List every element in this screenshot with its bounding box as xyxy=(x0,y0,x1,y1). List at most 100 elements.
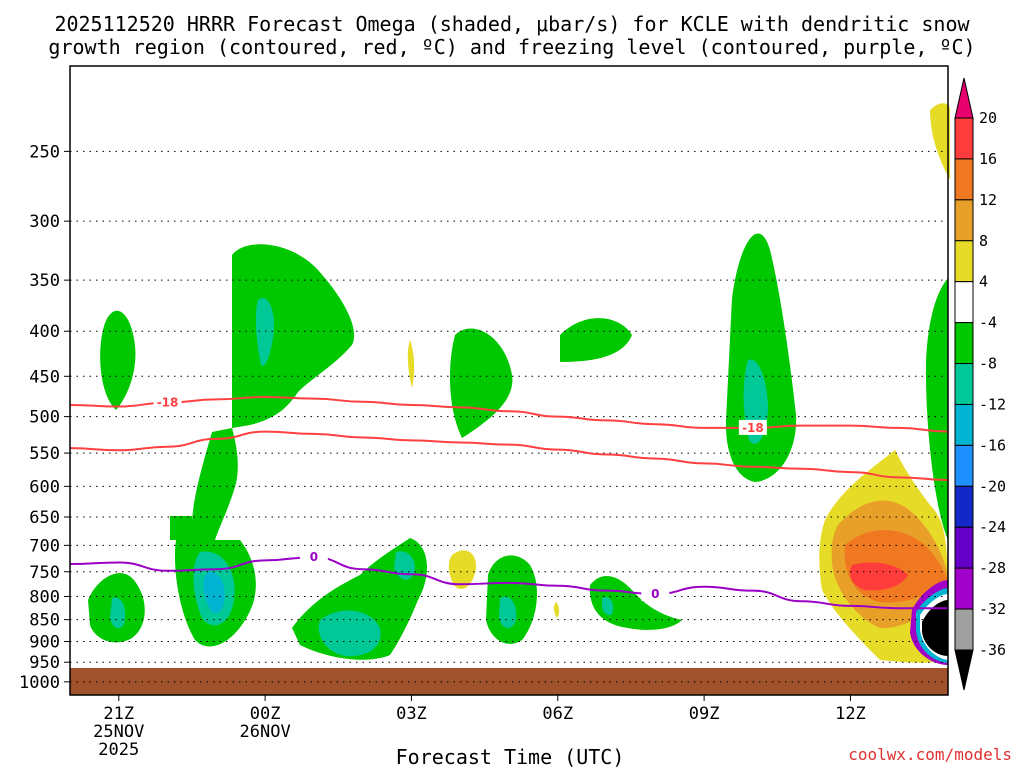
y-tick-label: 250 xyxy=(29,142,60,162)
colorbar-cell xyxy=(954,117,974,160)
colorbar-cell xyxy=(954,322,974,365)
omega-region xyxy=(499,596,517,629)
colorbar-tick-label: -8 xyxy=(979,355,997,373)
colorbar-cell xyxy=(954,526,974,569)
omega-region xyxy=(191,428,238,540)
y-tick-label: 500 xyxy=(29,408,60,428)
colorbar: 20 16 12 8 4 -4 -8 -12 -16 -20 -24 -28 -32 -36 xyxy=(954,77,1006,691)
colorbar-cell xyxy=(954,444,974,487)
y-tick-label: 300 xyxy=(29,212,60,232)
omega-region xyxy=(448,550,477,589)
colorbar-tick-label: -36 xyxy=(979,641,1006,659)
ground-shading xyxy=(70,668,948,695)
colorbar-cell xyxy=(954,199,974,242)
colorbar-cell xyxy=(954,77,974,119)
colorbar-tick-label: 20 xyxy=(979,109,997,127)
contour-label-bg xyxy=(738,419,767,435)
omega-region xyxy=(850,562,908,591)
omega-region xyxy=(930,103,950,180)
y-tick-label: 350 xyxy=(29,271,60,291)
y-tick-label: 650 xyxy=(29,508,60,528)
colorbar-cell xyxy=(954,363,974,405)
colorbar-cell xyxy=(954,240,974,283)
colorbar-cell xyxy=(954,281,974,324)
omega-region xyxy=(232,244,355,428)
y-tick-label: 900 xyxy=(29,633,60,653)
x-tick-label: 00Z xyxy=(250,704,281,724)
colorbar-cell xyxy=(954,403,974,446)
omega-region xyxy=(553,602,560,618)
y-tick-label: 1000 xyxy=(19,673,60,693)
x-tick-label: 06Z xyxy=(542,704,573,724)
colorbar-tick-label: 4 xyxy=(979,273,988,291)
colorbar-tick-label: -4 xyxy=(979,314,997,332)
y-axis: 2503003504004505005506006507007508008509… xyxy=(19,142,70,693)
contour-label-bg xyxy=(153,394,182,410)
x-tick-label: 26NOV xyxy=(240,722,291,742)
x-tick-label: 25NOV xyxy=(93,722,144,742)
y-tick-label: 750 xyxy=(29,563,60,583)
x-tick-label: 2025 xyxy=(98,740,139,760)
colorbar-tick-label: 12 xyxy=(979,191,997,209)
colorbar-cell xyxy=(954,158,974,201)
x-tick-label: 03Z xyxy=(396,704,427,724)
colorbar-cell xyxy=(954,567,974,610)
chart-title-line2: growth region (contoured, red, ºC) and f… xyxy=(48,35,975,59)
contour-label-bg xyxy=(641,586,670,602)
contour-lines: -18 -18 0 0 xyxy=(69,394,949,610)
y-tick-label: 850 xyxy=(29,611,60,631)
colorbar-tick-label: -12 xyxy=(979,395,1006,413)
omega-region xyxy=(170,516,193,540)
omega-region xyxy=(407,340,415,388)
y-tick-label: 800 xyxy=(29,587,60,607)
omega-region xyxy=(602,597,614,616)
omega-region xyxy=(925,278,948,540)
colorbar-tick-label: -24 xyxy=(979,518,1006,536)
chart-title-line1: 2025112520 HRRR Forecast Omega (shaded, … xyxy=(54,12,970,36)
colorbar-cell xyxy=(954,608,974,651)
omega-shading xyxy=(88,103,950,665)
y-tick-label: 700 xyxy=(29,536,60,556)
y-tick-label: 400 xyxy=(29,322,60,342)
contour-label-bg xyxy=(299,549,328,565)
colorbar-cell xyxy=(954,485,974,528)
omega-region xyxy=(589,575,682,630)
plot-area: -18 -18 0 0 xyxy=(69,65,950,696)
colorbar-tick-label: -20 xyxy=(979,477,1006,495)
omega-region xyxy=(203,571,225,614)
contour-label: 0 xyxy=(310,550,318,564)
omega-region xyxy=(100,310,136,410)
colorbar-tick-label: -16 xyxy=(979,436,1006,454)
omega-region xyxy=(394,551,415,580)
contour-label: -18 xyxy=(157,396,179,410)
contour-label: -18 xyxy=(742,421,764,435)
omega-region xyxy=(255,298,275,366)
omega-region xyxy=(486,555,537,644)
credit-text: coolwx.com/models xyxy=(848,745,1012,764)
omega-region xyxy=(318,610,381,657)
colorbar-tick-label: 16 xyxy=(979,150,997,168)
x-tick-label: 12Z xyxy=(835,704,866,724)
contour-label: 0 xyxy=(651,587,659,601)
colorbar-tick-label: -32 xyxy=(979,600,1006,618)
y-tick-label: 550 xyxy=(29,444,60,464)
colorbar-tick-label: 8 xyxy=(979,232,988,250)
y-tick-label: 450 xyxy=(29,367,60,387)
omega-region xyxy=(560,318,632,362)
plot-frame xyxy=(69,65,949,696)
omega-region xyxy=(725,233,797,482)
omega-region xyxy=(449,328,513,438)
contour-line xyxy=(69,556,948,610)
x-tick-label: 21Z xyxy=(103,704,134,724)
x-axis-label: Forecast Time (UTC) xyxy=(396,745,625,768)
y-tick-label: 600 xyxy=(29,477,60,497)
y-tick-label: 950 xyxy=(29,653,60,673)
colorbar-cell xyxy=(954,649,974,691)
contour-line xyxy=(69,430,949,481)
contour-line xyxy=(69,395,949,433)
x-tick-label: 09Z xyxy=(689,704,720,724)
colorbar-tick-label: -28 xyxy=(979,559,1006,577)
omega-region xyxy=(110,597,126,629)
